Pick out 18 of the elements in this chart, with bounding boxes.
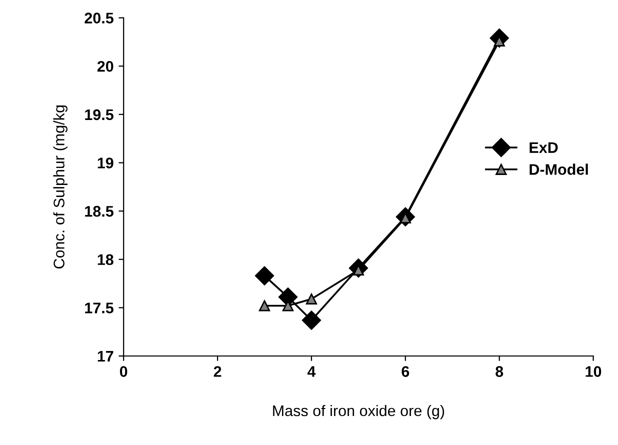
y-tick-label: 17 bbox=[98, 351, 114, 362]
y-tick-label: 18 bbox=[98, 254, 114, 266]
y-tick-label: 20.5 bbox=[84, 12, 114, 24]
y-tick-label: 18.5 bbox=[85, 206, 114, 217]
x-tick-label: 4 bbox=[307, 366, 316, 377]
y-tick-label: 20 bbox=[97, 60, 114, 72]
y-tick-label: 19 bbox=[98, 158, 114, 168]
x-tick-label: 10 bbox=[586, 366, 602, 377]
y-tick-label: 17.5 bbox=[85, 302, 114, 314]
x-tick-label: 6 bbox=[402, 366, 410, 377]
x-tick-label: 2 bbox=[214, 366, 222, 377]
x-axis-title: Mass of iron oxide ore (g) bbox=[273, 404, 444, 420]
y-axis-title: Conc. of Sulphur (mg/kg bbox=[53, 106, 68, 268]
x-tick-label: 0 bbox=[120, 366, 128, 377]
x-tick-label: 8 bbox=[496, 366, 504, 377]
legend-label: ExD bbox=[530, 142, 558, 153]
legend-label: D-Model bbox=[530, 164, 588, 175]
y-tick-label: 19.5 bbox=[85, 109, 114, 120]
